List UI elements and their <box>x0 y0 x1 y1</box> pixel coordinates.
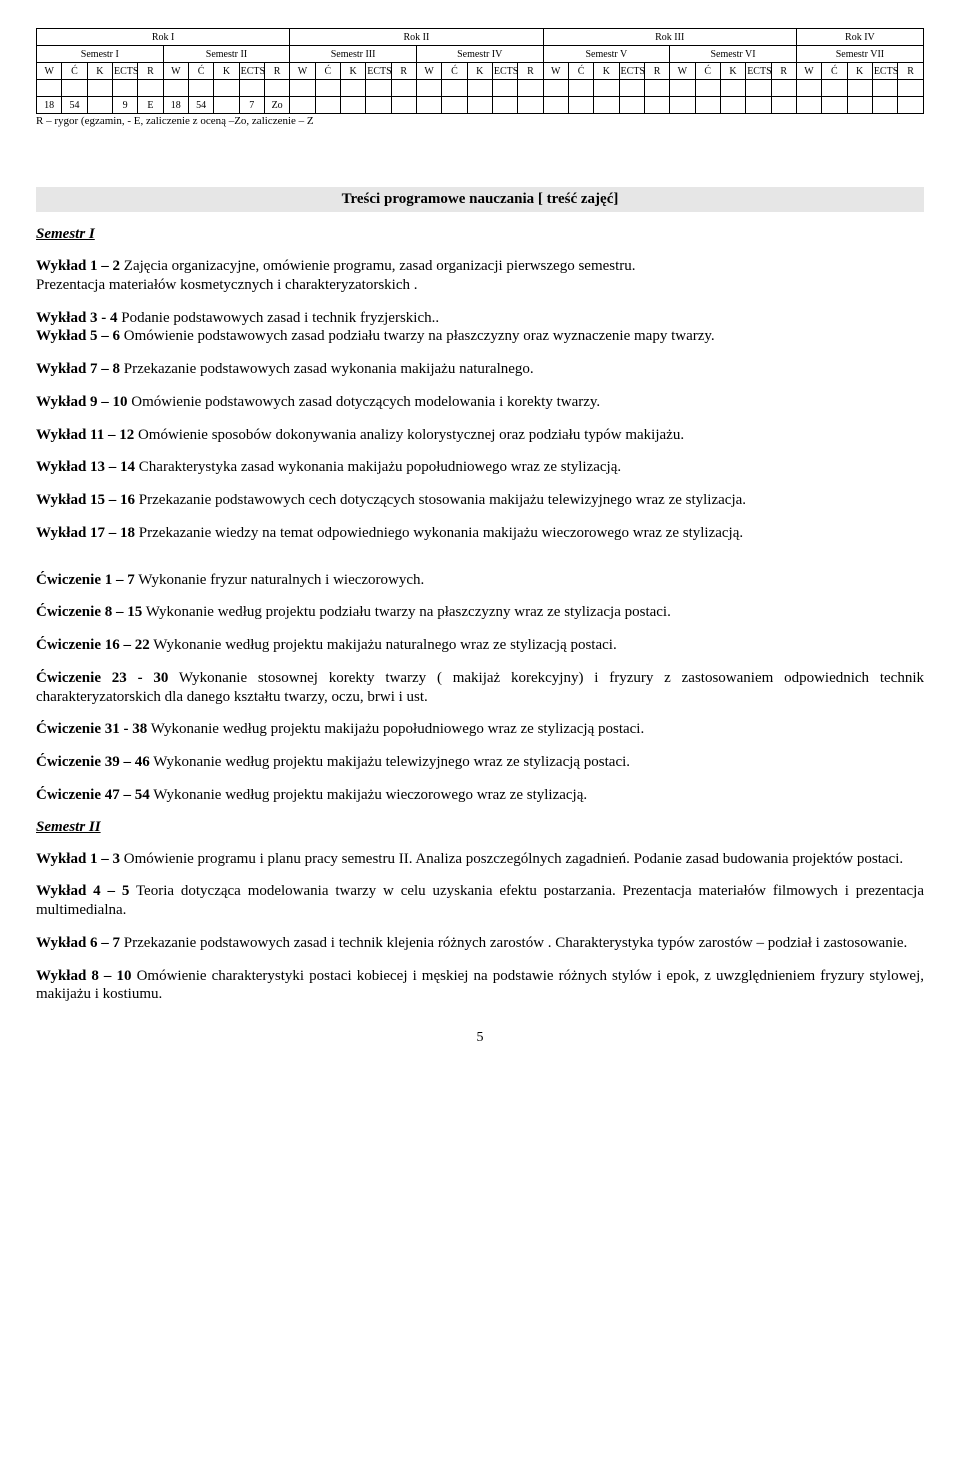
lecture-1-2: Wykład 1 – 2 Zajęcia organizacyjne, omów… <box>36 257 924 276</box>
lecture-5-6: Wykład 5 – 6 Omówienie podstawowych zasa… <box>36 327 924 346</box>
lecture-17-18: Wykład 17 – 18 Przekazanie wiedzy na tem… <box>36 524 924 543</box>
s2-lecture-8-10: Wykład 8 – 10 Omówienie charakterystyki … <box>36 967 924 1005</box>
s2-lecture-1-3: Wykład 1 – 3 Omówienie programu i planu … <box>36 850 924 869</box>
exercise-8-15: Ćwiczenie 8 – 15 Wykonanie według projek… <box>36 603 924 622</box>
exercise-1-7: Ćwiczenie 1 – 7 Wykonanie fryzur natural… <box>36 571 924 590</box>
exercise-31-38: Ćwiczenie 31 - 38 Wykonanie według proje… <box>36 720 924 739</box>
page-number: 5 <box>36 1030 924 1046</box>
lecture-11-12: Wykład 11 – 12 Omówienie sposobów dokony… <box>36 426 924 445</box>
semester-cell: Semestr IV <box>416 46 543 63</box>
semester-cell: Semestr VII <box>796 46 923 63</box>
semester-row: Semestr I Semestr II Semestr III Semestr… <box>37 46 924 63</box>
lecture-13-14: Wykład 13 – 14 Charakterystyka zasad wyk… <box>36 458 924 477</box>
exercise-47-54: Ćwiczenie 47 – 54 Wykonanie według proje… <box>36 786 924 805</box>
semester-cell: Semestr I <box>37 46 164 63</box>
semester-cell: Semestr II <box>163 46 290 63</box>
exercise-39-46: Ćwiczenie 39 – 46 Wykonanie według proje… <box>36 753 924 772</box>
year-row: Rok I Rok II Rok III Rok IV <box>37 29 924 46</box>
year-cell: Rok III <box>543 29 796 46</box>
lecture-1-2-sub: Prezentacja materiałów kosmetycznych i c… <box>36 276 924 295</box>
s2-lecture-4-5: Wykład 4 – 5 Teoria dotycząca modelowani… <box>36 882 924 920</box>
exercise-16-22: Ćwiczenie 16 – 22 Wykonanie według proje… <box>36 636 924 655</box>
content-banner: Treści programowe nauczania [ treść zaję… <box>36 187 924 212</box>
schedule-table: Rok I Rok II Rok III Rok IV Semestr I Se… <box>36 28 924 114</box>
lecture-9-10: Wykład 9 – 10 Omówienie podstawowych zas… <box>36 393 924 412</box>
data-row: 18 54 9 E 18 54 7 Zo <box>37 97 924 114</box>
year-cell: Rok I <box>37 29 290 46</box>
semester-cell: Semestr V <box>543 46 670 63</box>
table-legend: R – rygor (egzamin, - E, zaliczenie z oc… <box>36 115 924 127</box>
semester-1-heading: Semestr I <box>36 226 924 243</box>
semester-cell: Semestr III <box>290 46 417 63</box>
lecture-15-16: Wykład 15 – 16 Przekazanie podstawowych … <box>36 491 924 510</box>
year-cell: Rok IV <box>796 29 923 46</box>
semester-cell: Semestr VI <box>670 46 797 63</box>
year-cell: Rok II <box>290 29 543 46</box>
blank-row <box>37 80 924 97</box>
semester-2-heading: Semestr II <box>36 819 924 836</box>
lecture-7-8: Wykład 7 – 8 Przekazanie podstawowych za… <box>36 360 924 379</box>
lecture-3-4: Wykład 3 - 4 Podanie podstawowych zasad … <box>36 309 924 328</box>
exercise-23-30: Ćwiczenie 23 - 30 Wykonanie stosownej ko… <box>36 669 924 707</box>
col-header-row: WĆKECTSR WĆKECTSR WĆKECTSR WĆKECTSR WĆKE… <box>37 63 924 80</box>
s2-lecture-6-7: Wykład 6 – 7 Przekazanie podstawowych za… <box>36 934 924 953</box>
